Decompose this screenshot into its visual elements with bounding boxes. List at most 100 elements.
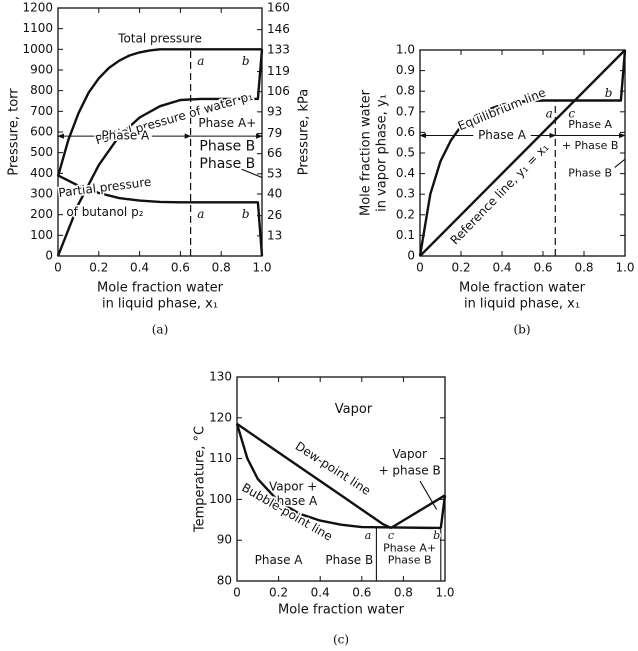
y2-tick-label: 26 — [267, 208, 282, 222]
annotation: a — [546, 106, 553, 120]
annotation: Vapor — [392, 447, 427, 461]
annotation: Phase B — [325, 553, 373, 567]
x-tick-label: 0.4 — [492, 261, 511, 275]
annotation: of butanol p₂ — [66, 205, 143, 219]
annotation: Phase A — [478, 128, 527, 142]
x-tick-label: 0 — [416, 261, 424, 275]
x-tick-label: 0.4 — [311, 586, 330, 600]
curve — [56, 48, 262, 177]
annotation: b — [242, 207, 250, 221]
curve — [418, 49, 627, 257]
y-tick-label: 0.3 — [396, 187, 415, 201]
annotation: Phase B — [388, 554, 432, 567]
y-tick-label: 500 — [30, 145, 53, 159]
arrow — [419, 480, 438, 510]
annotation: c — [388, 529, 394, 542]
annotation: Phase B — [199, 156, 255, 172]
annotation: phase A — [269, 494, 318, 508]
x-axis-label: Mole fraction water — [459, 281, 586, 296]
y2-tick-label: 160 — [267, 1, 290, 15]
y-tick-label: 1000 — [22, 42, 53, 56]
annotation: Equilibrium line — [456, 85, 548, 133]
y-tick-label: 1.0 — [396, 43, 415, 57]
caption: (c) — [333, 633, 349, 647]
x-tick-label: 0.8 — [394, 586, 413, 600]
y-tick-label: 90 — [217, 533, 232, 547]
y-tick-label: 0 — [45, 249, 53, 263]
y-tick-label: 1100 — [22, 21, 53, 35]
y-tick-label: 0.4 — [396, 166, 415, 180]
x-tick-label: 1.0 — [435, 586, 454, 600]
caption: (b) — [513, 323, 530, 337]
x-axis-label: Mole fraction water — [97, 281, 224, 296]
x-tick-label: 0 — [54, 261, 62, 275]
curve — [236, 422, 392, 530]
y-tick-label: 0 — [407, 249, 415, 263]
y2-tick-label: 146 — [267, 22, 290, 36]
y-tick-label: 400 — [30, 166, 53, 180]
curve — [57, 174, 264, 257]
annotation: Reference line, y₁ = x₁ — [448, 140, 552, 247]
annotation: Phase A — [101, 129, 150, 143]
annotation: Phase A+ — [198, 116, 256, 130]
y2-tick-label: 93 — [267, 104, 282, 118]
curve — [439, 495, 447, 529]
y-tick-label: 0.2 — [396, 207, 415, 221]
y-tick-label: 0.8 — [396, 84, 415, 98]
x-axis-label: Mole fraction water — [278, 603, 405, 618]
y-tick-label: 0.1 — [396, 228, 415, 242]
y-tick-label: 130 — [209, 370, 232, 384]
y-axis-label: in vapor phase, y₁ — [375, 94, 390, 212]
x-tick-label: 0.6 — [533, 261, 552, 275]
y-tick-label: 0.6 — [396, 125, 415, 139]
y-tick-label: 900 — [30, 63, 53, 77]
y-tick-label: 110 — [209, 451, 232, 465]
x-tick-label: 0 — [233, 586, 241, 600]
y2-axis-label: Pressure, kPa — [297, 89, 312, 176]
plot-frame — [236, 376, 446, 582]
x-tick-label: 0.2 — [269, 586, 288, 600]
x-axis-label: in liquid phase, x₁ — [464, 297, 580, 312]
annotation: + Phase B — [562, 139, 619, 152]
x-tick-label: 1.0 — [252, 261, 271, 275]
x-tick-label: 0.6 — [171, 261, 190, 275]
annotation: Total pressure — [117, 32, 202, 46]
y2-tick-label: 106 — [267, 84, 290, 98]
y2-tick-label: 53 — [267, 166, 282, 180]
x-tick-label: 0.6 — [352, 586, 371, 600]
annotation: Vapor + — [269, 480, 317, 494]
y-axis-label: Mole fraction water — [359, 89, 374, 216]
curve — [390, 494, 446, 530]
y-tick-label: 0.7 — [396, 104, 415, 118]
annotation: Partial pressure — [58, 175, 152, 200]
annotation: a — [197, 54, 204, 68]
y-tick-label: 120 — [209, 410, 232, 424]
x-tick-label: 0.2 — [451, 261, 470, 275]
y-tick-label: 700 — [30, 104, 53, 118]
x-axis-label: in liquid phase, x₁ — [102, 297, 218, 312]
x-tick-label: 0.8 — [212, 261, 231, 275]
curve — [56, 49, 264, 257]
annotation: Vapor — [335, 402, 373, 417]
x-tick-label: 0.8 — [574, 261, 593, 275]
y-tick-label: 300 — [30, 187, 53, 201]
y-axis-label: Pressure, torr — [7, 88, 22, 176]
x-tick-label: 1.0 — [615, 261, 634, 275]
y2-tick-label: 40 — [267, 187, 282, 201]
annotation: b — [605, 86, 613, 100]
curve — [235, 423, 441, 530]
annotation: c — [568, 106, 575, 120]
arrow — [614, 158, 626, 168]
x-tick-label: 0.4 — [130, 261, 149, 275]
y-tick-label: 100 — [30, 228, 53, 242]
y-tick-label: 0.5 — [396, 146, 415, 160]
y2-tick-label: 133 — [267, 42, 290, 56]
y-tick-label: 600 — [30, 125, 53, 139]
y-tick-label: 800 — [30, 83, 53, 97]
y2-tick-label: 119 — [267, 64, 290, 78]
y-axis-label: Temperature, °C — [193, 426, 208, 533]
annotation: + phase B — [379, 463, 441, 477]
y2-tick-label: 66 — [267, 146, 282, 160]
annotation: Phase A — [255, 553, 304, 567]
